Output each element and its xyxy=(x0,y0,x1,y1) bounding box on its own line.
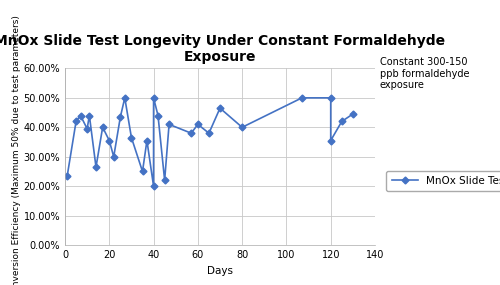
MnOx Slide Test xyxy=(339,120,345,123)
MnOx Slide Test xyxy=(155,114,161,117)
MnOx Slide Test xyxy=(150,184,156,188)
MnOx Slide Test xyxy=(100,126,105,129)
Y-axis label: Conversion Efficiency (Maximum 50% due to test parameters): Conversion Efficiency (Maximum 50% due t… xyxy=(12,15,20,285)
MnOx Slide Test xyxy=(328,139,334,142)
MnOx Slide Test xyxy=(84,127,90,131)
MnOx Slide Test xyxy=(73,120,79,123)
MnOx Slide Test xyxy=(118,115,124,119)
MnOx Slide Test xyxy=(206,131,212,135)
MnOx Slide Test xyxy=(150,96,156,99)
MnOx Slide Test xyxy=(166,123,172,126)
X-axis label: Days: Days xyxy=(207,266,233,276)
MnOx Slide Test xyxy=(106,139,112,142)
MnOx Slide Test xyxy=(140,170,145,173)
Line: MnOx Slide Test: MnOx Slide Test xyxy=(65,95,356,189)
Legend: MnOx Slide Test: MnOx Slide Test xyxy=(386,171,500,192)
MnOx Slide Test xyxy=(110,155,116,158)
MnOx Slide Test xyxy=(122,96,128,99)
MnOx Slide Test xyxy=(328,96,334,99)
MnOx Slide Test xyxy=(128,136,134,139)
MnOx Slide Test xyxy=(350,112,356,116)
MnOx Slide Test xyxy=(217,106,223,110)
MnOx Slide Test xyxy=(239,126,245,129)
MnOx Slide Test xyxy=(93,165,99,169)
MnOx Slide Test xyxy=(188,131,194,135)
Text: Constant 300-150
ppb formaldehyde
exposure: Constant 300-150 ppb formaldehyde exposu… xyxy=(380,57,470,90)
MnOx Slide Test xyxy=(86,114,92,117)
Title: MnOx Slide Test Longevity Under Constant Formaldehyde
Exposure: MnOx Slide Test Longevity Under Constant… xyxy=(0,34,446,64)
MnOx Slide Test xyxy=(162,179,168,182)
MnOx Slide Test xyxy=(64,174,70,178)
MnOx Slide Test xyxy=(195,123,201,126)
MnOx Slide Test xyxy=(144,139,150,142)
MnOx Slide Test xyxy=(299,96,305,99)
MnOx Slide Test xyxy=(78,114,84,117)
